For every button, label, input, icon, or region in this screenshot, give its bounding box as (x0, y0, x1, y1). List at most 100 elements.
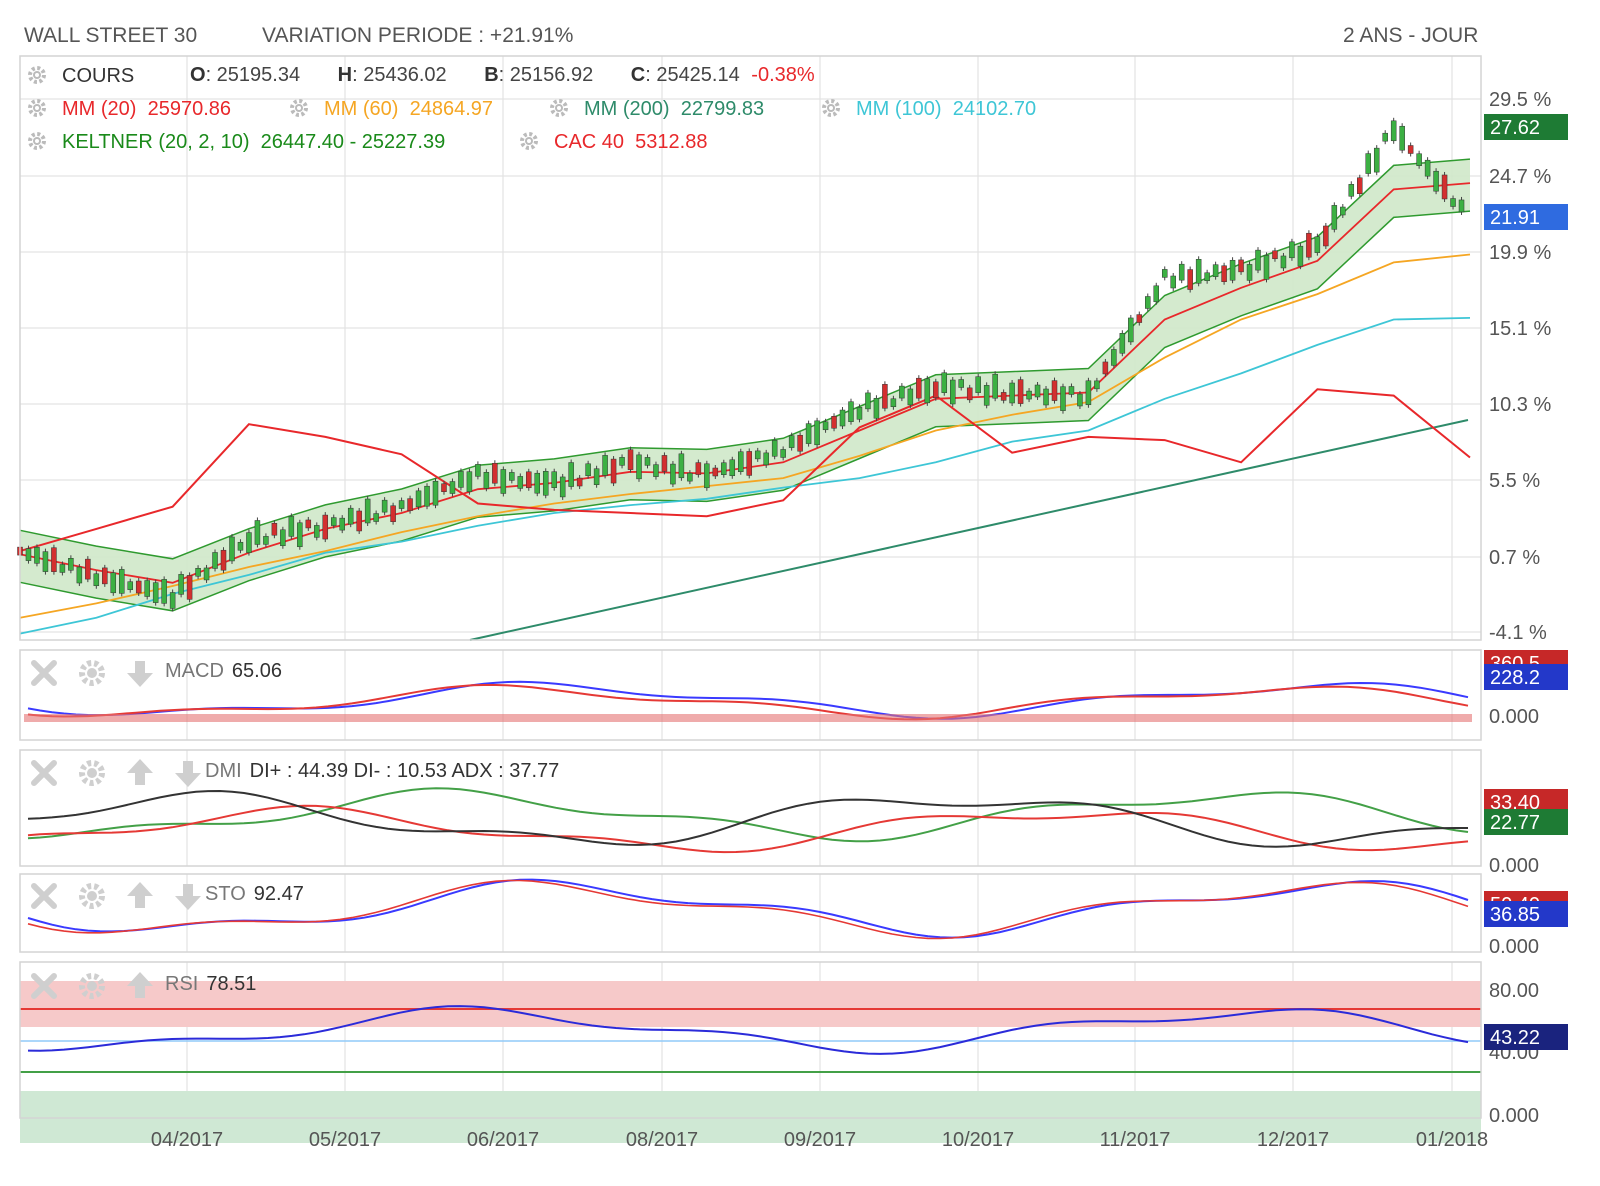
candle-body (1212, 264, 1219, 277)
candle-body (330, 517, 337, 526)
legend-keltner: KELTNER (20, 2, 10) 26447.40 - 25227.39 (26, 130, 445, 154)
badge-dmi-top: 33.40 (1490, 792, 1540, 814)
arrow-up-icon-shape (127, 972, 153, 998)
gear-icon[interactable] (288, 97, 310, 119)
candle-body (1043, 388, 1049, 406)
candle-body (51, 547, 57, 572)
cac40-value: 5312.88 (635, 131, 708, 153)
sto-zero-label: 0.000 (1489, 936, 1539, 958)
y-tick-label: 29.5 % (1489, 89, 1551, 111)
candle-body (500, 469, 507, 494)
close-key: C (630, 64, 646, 86)
candle-body (551, 471, 557, 488)
candle-body (907, 388, 914, 406)
candle-body (1289, 241, 1295, 259)
candle-body (364, 498, 371, 524)
candle-body (424, 485, 430, 507)
candle-body (831, 416, 837, 429)
candle-body (509, 472, 515, 481)
period-selector[interactable]: 2 ANS - JOUR (1343, 24, 1479, 47)
candle-body (1017, 379, 1024, 404)
candle-body (93, 573, 100, 587)
legend-mm100: MM (100) 24102.70 (820, 97, 1036, 121)
dmi-frame (19, 749, 1482, 867)
gear-icon[interactable] (548, 97, 570, 119)
rsi-zero-label: 0.000 (1489, 1105, 1539, 1127)
badge-sto-main-bg (1484, 901, 1568, 927)
badge-rsi-main: 43.22 (1490, 1027, 1540, 1049)
series-mm-20- (19, 182, 1471, 584)
candle-body (25, 548, 32, 561)
gear-icon[interactable] (26, 97, 48, 119)
candle-body (805, 423, 812, 444)
candle-body (568, 462, 574, 487)
cac40-label: CAC 40 (554, 131, 625, 153)
gear-icon[interactable] (820, 97, 842, 119)
candle-body (1331, 205, 1338, 230)
gear-icon[interactable] (26, 130, 48, 152)
candle-body (356, 510, 362, 532)
candle-body (68, 558, 74, 571)
candle-body (220, 549, 227, 571)
candle-body (1357, 177, 1363, 194)
gear-icon-shape (79, 883, 105, 909)
close-change: -0.38% (751, 64, 815, 86)
gear-icon[interactable] (518, 130, 540, 152)
dmi-name: DMI (205, 760, 242, 782)
y-tick-label: 24.7 % (1489, 166, 1551, 188)
candle-body (110, 572, 117, 594)
macd-zero-label: 0.000 (1489, 706, 1539, 728)
candle-body (483, 472, 490, 489)
candle-body (237, 541, 244, 551)
mm100-label: MM (100) (856, 98, 942, 120)
candle-body (712, 467, 719, 477)
candle-body (178, 574, 184, 595)
x-tick-label: 08/2017 (626, 1129, 698, 1151)
candle-body (1170, 275, 1176, 289)
keltner-lower (19, 210, 1471, 612)
candle-body (1458, 199, 1465, 213)
candle-body (59, 564, 66, 573)
candle-body (1246, 264, 1253, 281)
rsi-frame (19, 961, 1482, 1119)
candle-body (1416, 153, 1422, 166)
candle-body (1009, 382, 1015, 404)
badge-macd-main: 228.2 (1490, 667, 1540, 689)
candle-body (619, 457, 625, 466)
y-tick-label: 15.1 % (1489, 318, 1551, 340)
candle-body (1145, 296, 1151, 309)
candle-body (1000, 392, 1007, 401)
gear-icon[interactable] (26, 64, 48, 86)
y-tick-label: -4.1 % (1489, 622, 1547, 644)
candle-body (449, 481, 456, 494)
badge-cac: 27.62 (1490, 117, 1540, 139)
dmi-adx (27, 789, 1468, 848)
candle-body (576, 477, 583, 487)
mm200-label: MM (200) (584, 98, 670, 120)
candle-body (1034, 384, 1041, 398)
close-icon (31, 973, 57, 999)
rsi-label: RSI 78.51 (165, 973, 256, 996)
candle-body (1306, 232, 1312, 258)
down-icon (175, 884, 201, 910)
candle-body (670, 463, 676, 485)
sto-d (27, 879, 1469, 940)
candle-body (415, 490, 422, 508)
rsi-value: 78.51 (206, 973, 257, 995)
candle-body (949, 379, 956, 405)
close-icon (31, 883, 57, 909)
candle-body (916, 377, 922, 399)
candle-body (763, 452, 769, 466)
main-series (19, 182, 1471, 641)
candle-body (339, 517, 345, 531)
keltner-value: 26447.40 - 25227.39 (260, 131, 446, 153)
macd-value: 65.06 (231, 660, 282, 682)
arrow-down-icon-shape (127, 661, 153, 687)
candle-body (102, 567, 108, 585)
candle-body (924, 378, 931, 404)
candle-body (678, 453, 685, 479)
candle-body (865, 392, 871, 410)
candle-body (517, 476, 524, 489)
candle-body (975, 376, 981, 393)
y-tick-label: 0.7 % (1489, 547, 1540, 569)
